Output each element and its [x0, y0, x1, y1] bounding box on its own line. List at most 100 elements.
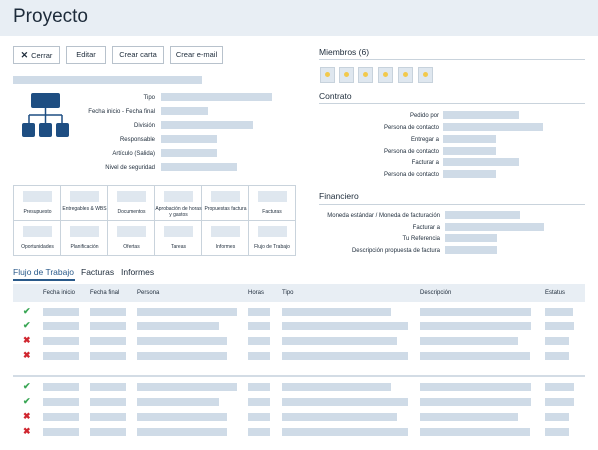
member-avatar[interactable]: [320, 67, 335, 83]
table-cell: [545, 413, 569, 421]
create-email-button[interactable]: Crear e-mail: [170, 46, 223, 64]
tab-reports[interactable]: Informes: [121, 267, 155, 277]
table-cell: [43, 308, 79, 316]
contract-label: Persona de contacto: [383, 172, 439, 178]
module-label: Propuestas factura: [204, 206, 247, 212]
avatar-icon: [403, 72, 408, 77]
module-label: Ofertas: [123, 244, 140, 250]
contract-divider: [319, 103, 585, 104]
member-avatar[interactable]: [418, 67, 433, 83]
module-label: Flujo de Trabajo: [254, 244, 290, 250]
table-cell: [545, 322, 574, 330]
contract-value: [443, 147, 496, 155]
module-label: Informes: [215, 244, 236, 250]
table-cell: [282, 308, 391, 316]
table-cell: [137, 337, 227, 345]
table-cell: [282, 428, 408, 436]
table-cell: [248, 322, 270, 330]
column-header-hours[interactable]: Horas: [248, 290, 265, 296]
tab-invoices[interactable]: Facturas: [81, 267, 115, 277]
module-documents[interactable]: Documentos: [108, 186, 155, 221]
contract-label: Persona de contacto: [383, 125, 439, 131]
table-cell: [282, 337, 397, 345]
module-tasks[interactable]: Tareas: [155, 221, 202, 256]
table-cell: [90, 337, 126, 345]
column-header-end[interactable]: Fecha final: [90, 290, 120, 296]
financial-label: Descripción propuesta de factura: [351, 248, 440, 254]
table-cell: [43, 428, 79, 436]
module-approvals[interactable]: Aprobación de horas y gastos: [155, 186, 202, 221]
module-label: Oportunidades: [21, 244, 54, 250]
module-planning[interactable]: Planificación: [61, 221, 108, 256]
member-avatar[interactable]: [358, 67, 373, 83]
financial-divider: [319, 204, 585, 205]
planning-icon: [70, 226, 99, 237]
table-cell: [43, 383, 79, 391]
table-cell: [248, 383, 270, 391]
column-header-type[interactable]: Tipo: [282, 290, 294, 296]
contract-title: Contrato: [319, 91, 352, 101]
financial-value: [445, 211, 520, 219]
table-header: [13, 284, 585, 302]
cross-icon: ✖: [23, 426, 31, 436]
table-cell: [545, 337, 569, 345]
module-label: Entregables & WBS: [62, 206, 107, 212]
module-invoice-proposals[interactable]: Propuestas factura: [202, 186, 249, 221]
table-cell: [137, 413, 227, 421]
table-cell: [90, 352, 126, 360]
module-grid: Presupuesto Entregables & WBS Documentos…: [13, 185, 296, 256]
financial-label: Moneda estándar / Moneda de facturación: [327, 213, 440, 219]
tab-workflow[interactable]: Flujo de Trabajo: [13, 267, 74, 277]
deliverables-icon: [70, 191, 99, 202]
detail-value-responsible: [161, 135, 217, 143]
column-header-start[interactable]: Fecha inicio: [43, 290, 76, 296]
table-cell: [282, 398, 408, 406]
table-cell: [248, 352, 270, 360]
module-deliverables[interactable]: Entregables & WBS: [61, 186, 108, 221]
table-cell: [90, 308, 126, 316]
contract-value: [443, 135, 496, 143]
table-cell: [420, 322, 531, 330]
table-cell: [90, 398, 126, 406]
members-divider: [319, 59, 585, 60]
module-invoices[interactable]: Facturas: [249, 186, 295, 221]
create-letter-button[interactable]: Crear carta: [112, 46, 164, 64]
table-cell: [545, 383, 574, 391]
table-cell: [90, 428, 126, 436]
detail-value-division: [161, 121, 253, 129]
module-offers[interactable]: Ofertas: [108, 221, 155, 256]
member-avatar[interactable]: [398, 67, 413, 83]
reports-icon: [211, 226, 240, 237]
member-avatar[interactable]: [378, 67, 393, 83]
table-cell: [545, 398, 574, 406]
detail-value-article: [161, 149, 217, 157]
cross-icon: ✖: [23, 350, 31, 360]
financial-value: [445, 234, 497, 242]
table-cell: [137, 308, 237, 316]
column-header-description[interactable]: Descripción: [420, 290, 452, 296]
module-reports[interactable]: Informes: [202, 221, 249, 256]
avatar-icon: [423, 72, 428, 77]
module-workflow[interactable]: Flujo de Trabajo: [249, 221, 295, 256]
table-cell: [420, 383, 531, 391]
project-name-placeholder: [13, 76, 202, 84]
table-cell: [248, 337, 270, 345]
column-header-person[interactable]: Persona: [137, 290, 160, 296]
column-header-status[interactable]: Estatus: [545, 290, 566, 296]
table-cell: [420, 413, 518, 421]
member-avatar[interactable]: [339, 67, 354, 83]
detail-label-article: Artículo (Salida): [112, 151, 155, 157]
table-cell: [420, 308, 531, 316]
table-cell: [137, 352, 227, 360]
detail-value-dates: [161, 107, 208, 115]
module-label: Planificación: [70, 244, 99, 250]
close-button[interactable]: ✕ Cerrar: [13, 46, 60, 64]
module-opportunities[interactable]: Oportunidades: [14, 221, 61, 256]
cross-icon: ✖: [23, 335, 31, 345]
table-cell: [248, 398, 270, 406]
invoice-proposals-icon: [211, 191, 240, 202]
module-budget[interactable]: Presupuesto: [14, 186, 61, 221]
table-cell: [137, 383, 237, 391]
edit-button[interactable]: Editar: [66, 46, 106, 64]
avatar-icon: [325, 72, 330, 77]
